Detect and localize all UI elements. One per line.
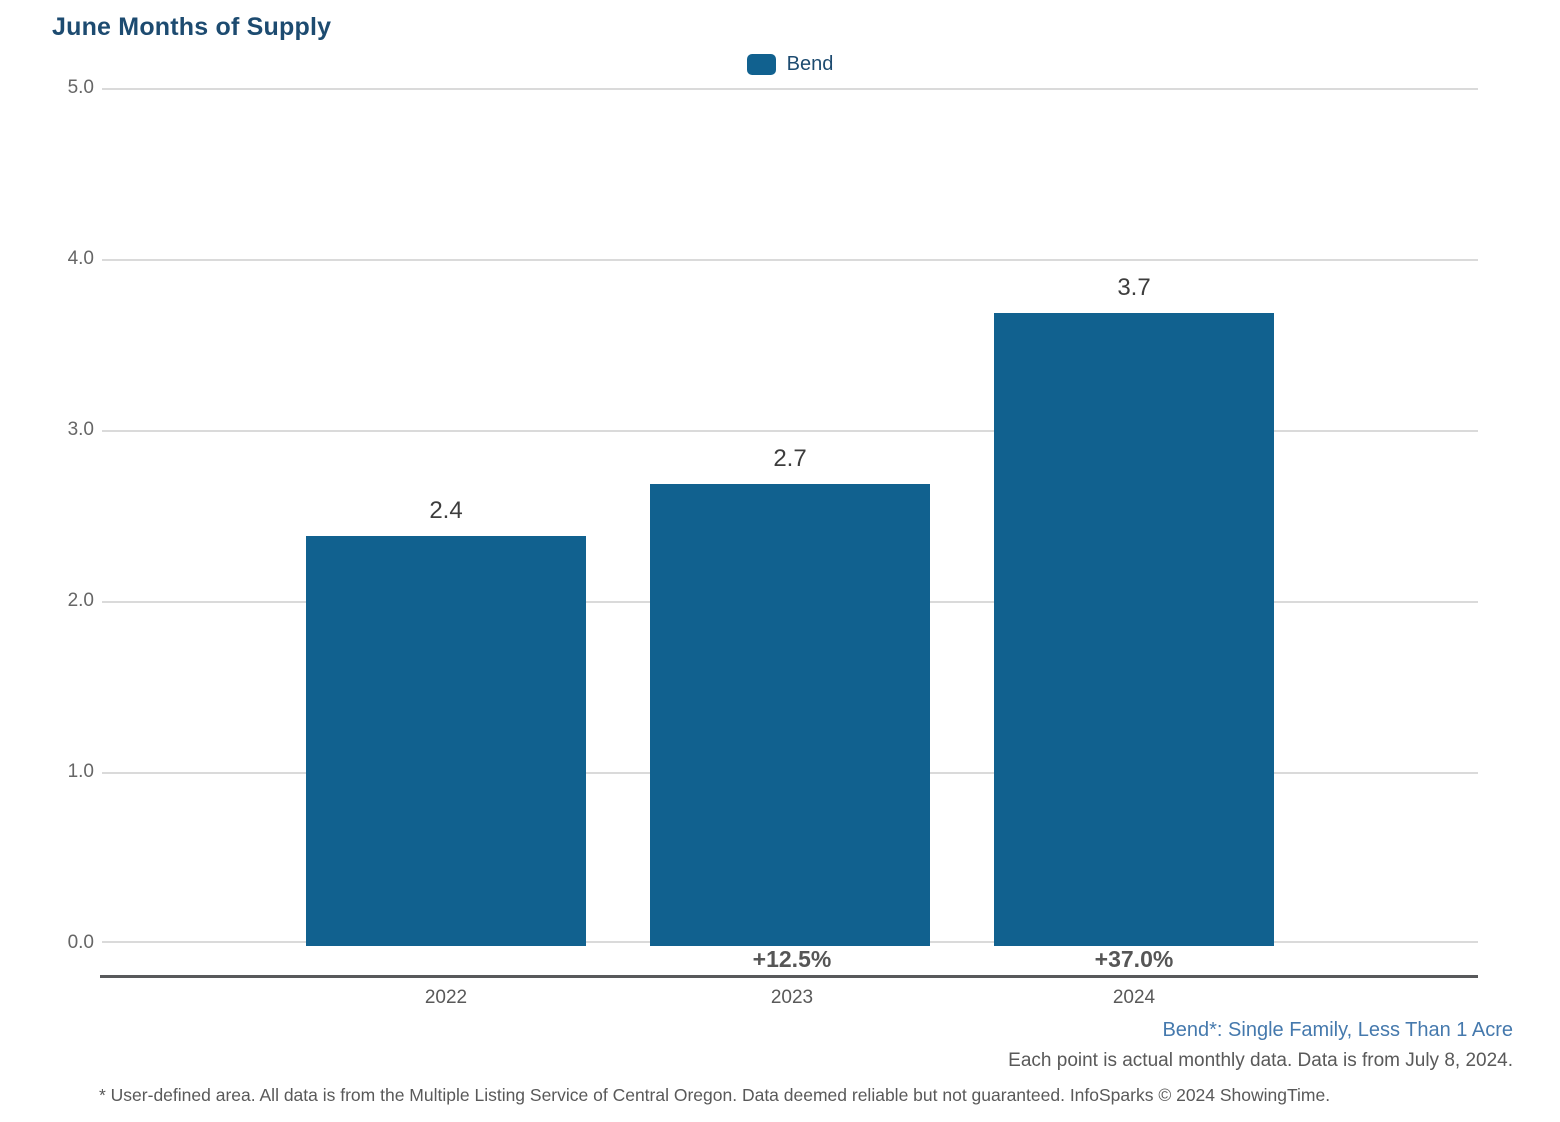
pct-change-2023: +12.5%: [752, 946, 832, 972]
bar-2024[interactable]: [994, 313, 1274, 946]
y-tick-5: 5.0: [67, 77, 94, 98]
bar-value-2024: 3.7: [1117, 274, 1151, 302]
y-tick-0: 0.0: [67, 932, 94, 953]
bar-column-2023: 2.7: [650, 88, 930, 946]
disclaimer-footnote: * User-defined area. All data is from th…: [99, 1085, 1331, 1105]
bend-series-swatch-icon: [746, 53, 776, 75]
bar-value-2023: 2.7: [773, 445, 807, 473]
gridline-5: [102, 88, 1478, 90]
pct-change-2024: +37.0%: [1094, 946, 1174, 972]
x-tick-2023: 2023: [770, 987, 814, 1008]
y-tick-2: 2.0: [67, 590, 94, 611]
y-tick-4: 4.0: [67, 248, 94, 269]
bar-value-2022: 2.4: [429, 496, 463, 524]
bar-2022[interactable]: [306, 535, 586, 946]
bar-column-2024: 3.7: [994, 88, 1274, 946]
y-tick-3: 3.0: [67, 419, 94, 440]
legend-item-bend[interactable]: Bend: [102, 52, 1478, 76]
bar-column-2022: 2.4: [306, 88, 586, 946]
gridline-4: [102, 259, 1478, 261]
x-tick-2022: 2022: [424, 987, 468, 1008]
chart-title: June Months of Supply: [52, 13, 332, 41]
x-axis-line: [100, 975, 1478, 978]
x-tick-2024: 2024: [1112, 987, 1156, 1008]
legend-label: Bend: [786, 52, 834, 75]
y-tick-1: 1.0: [67, 761, 94, 782]
gridline-3: [102, 430, 1478, 432]
series-definition-note: Bend*: Single Family, Less Than 1 Acre: [1162, 1019, 1513, 1041]
plot-area: 2.4 2.7 3.7: [102, 88, 1478, 946]
bar-2023[interactable]: [650, 484, 930, 946]
data-freshness-note: Each point is actual monthly data. Data …: [1008, 1050, 1513, 1071]
